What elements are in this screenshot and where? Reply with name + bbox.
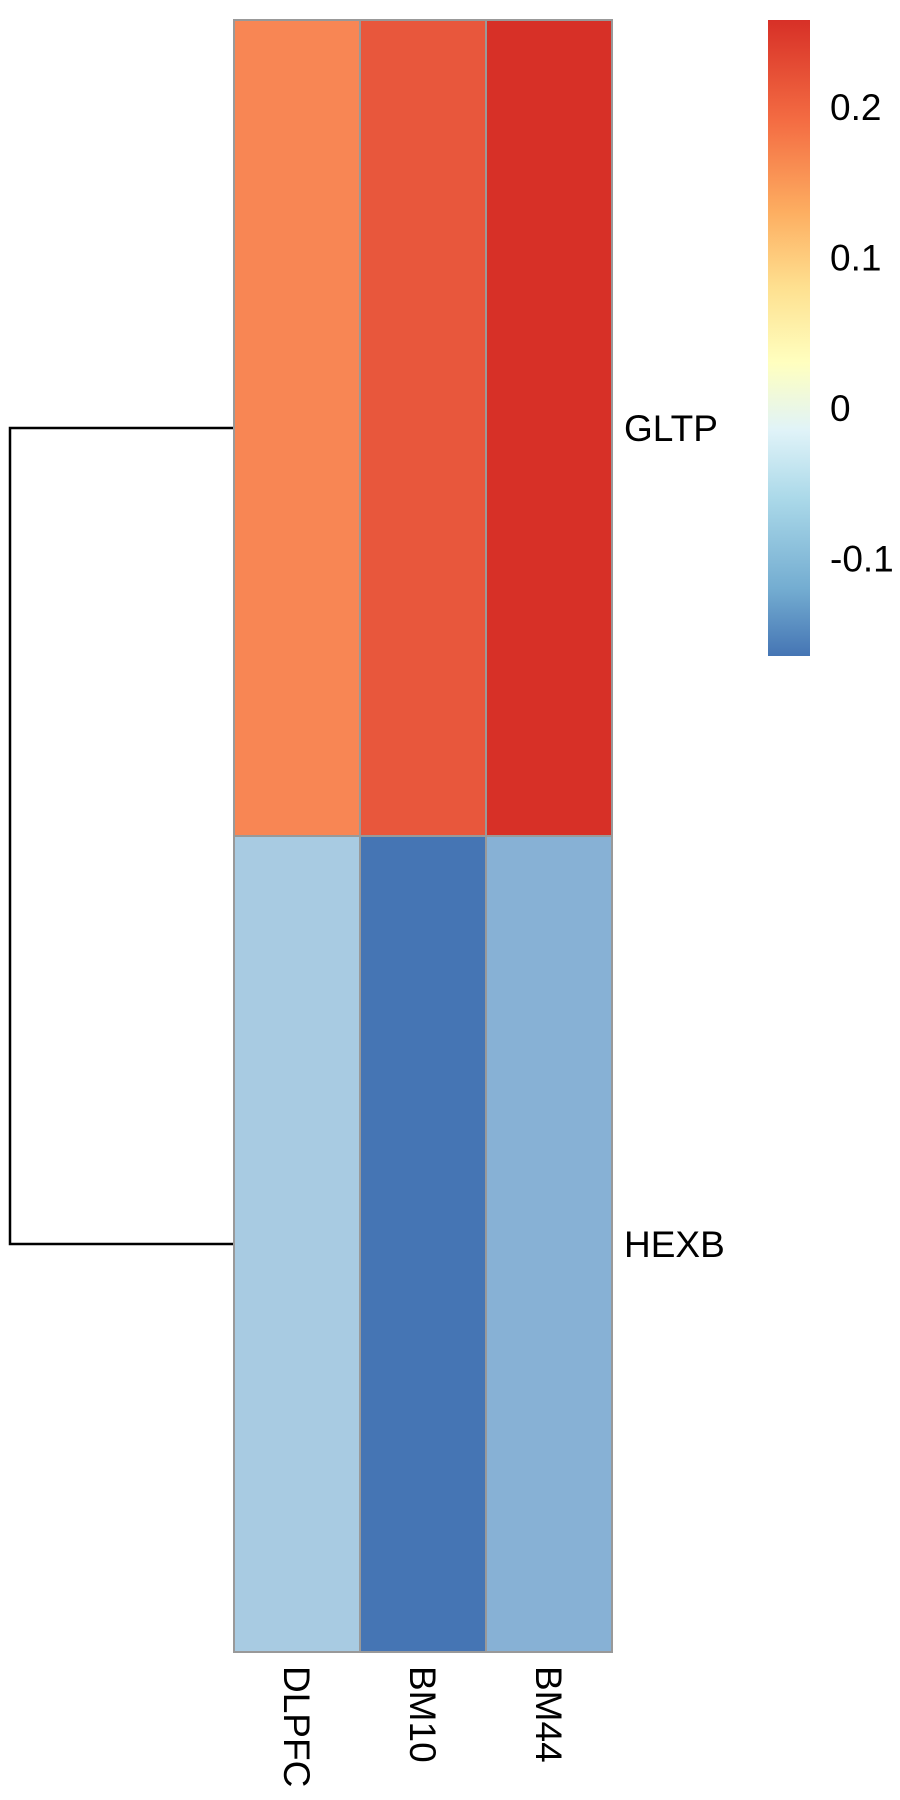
row-dendrogram xyxy=(8,426,234,1246)
color-scale-tick-label: 0 xyxy=(830,388,851,429)
column-label-bm10: BM10 xyxy=(402,1666,443,1763)
color-scale-bar xyxy=(768,20,810,656)
heatmap-cell-hexb-bm44 xyxy=(485,835,613,1653)
color-scale-legend: 0.2 0.1 0 -0.1 xyxy=(768,20,894,656)
column-labels: DLPFC BM10 BM44 xyxy=(276,1666,569,1787)
row-label-gltp: GLTP xyxy=(624,408,718,449)
column-label-bm44: BM44 xyxy=(528,1666,569,1763)
column-label-dlpfc: DLPFC xyxy=(276,1666,317,1787)
row-labels: GLTP HEXB xyxy=(624,408,725,1265)
row-label-hexb: HEXB xyxy=(624,1224,725,1265)
dendrogram-branch xyxy=(8,426,234,1246)
color-scale-tick-label: -0.1 xyxy=(830,538,894,579)
heatmap-cell-gltp-bm10 xyxy=(359,19,487,837)
heatmap-cell-gltp-dlpfc xyxy=(233,19,361,837)
heatmap-cell-hexb-bm10 xyxy=(359,835,487,1653)
heatmap-cell-hexb-dlpfc xyxy=(233,835,361,1653)
color-scale-tick-label: 0.1 xyxy=(830,238,881,279)
heatmap-cell-gltp-bm44 xyxy=(485,19,613,837)
heatmap-cells xyxy=(233,19,613,1653)
color-scale-tick-label: 0.2 xyxy=(830,87,881,128)
